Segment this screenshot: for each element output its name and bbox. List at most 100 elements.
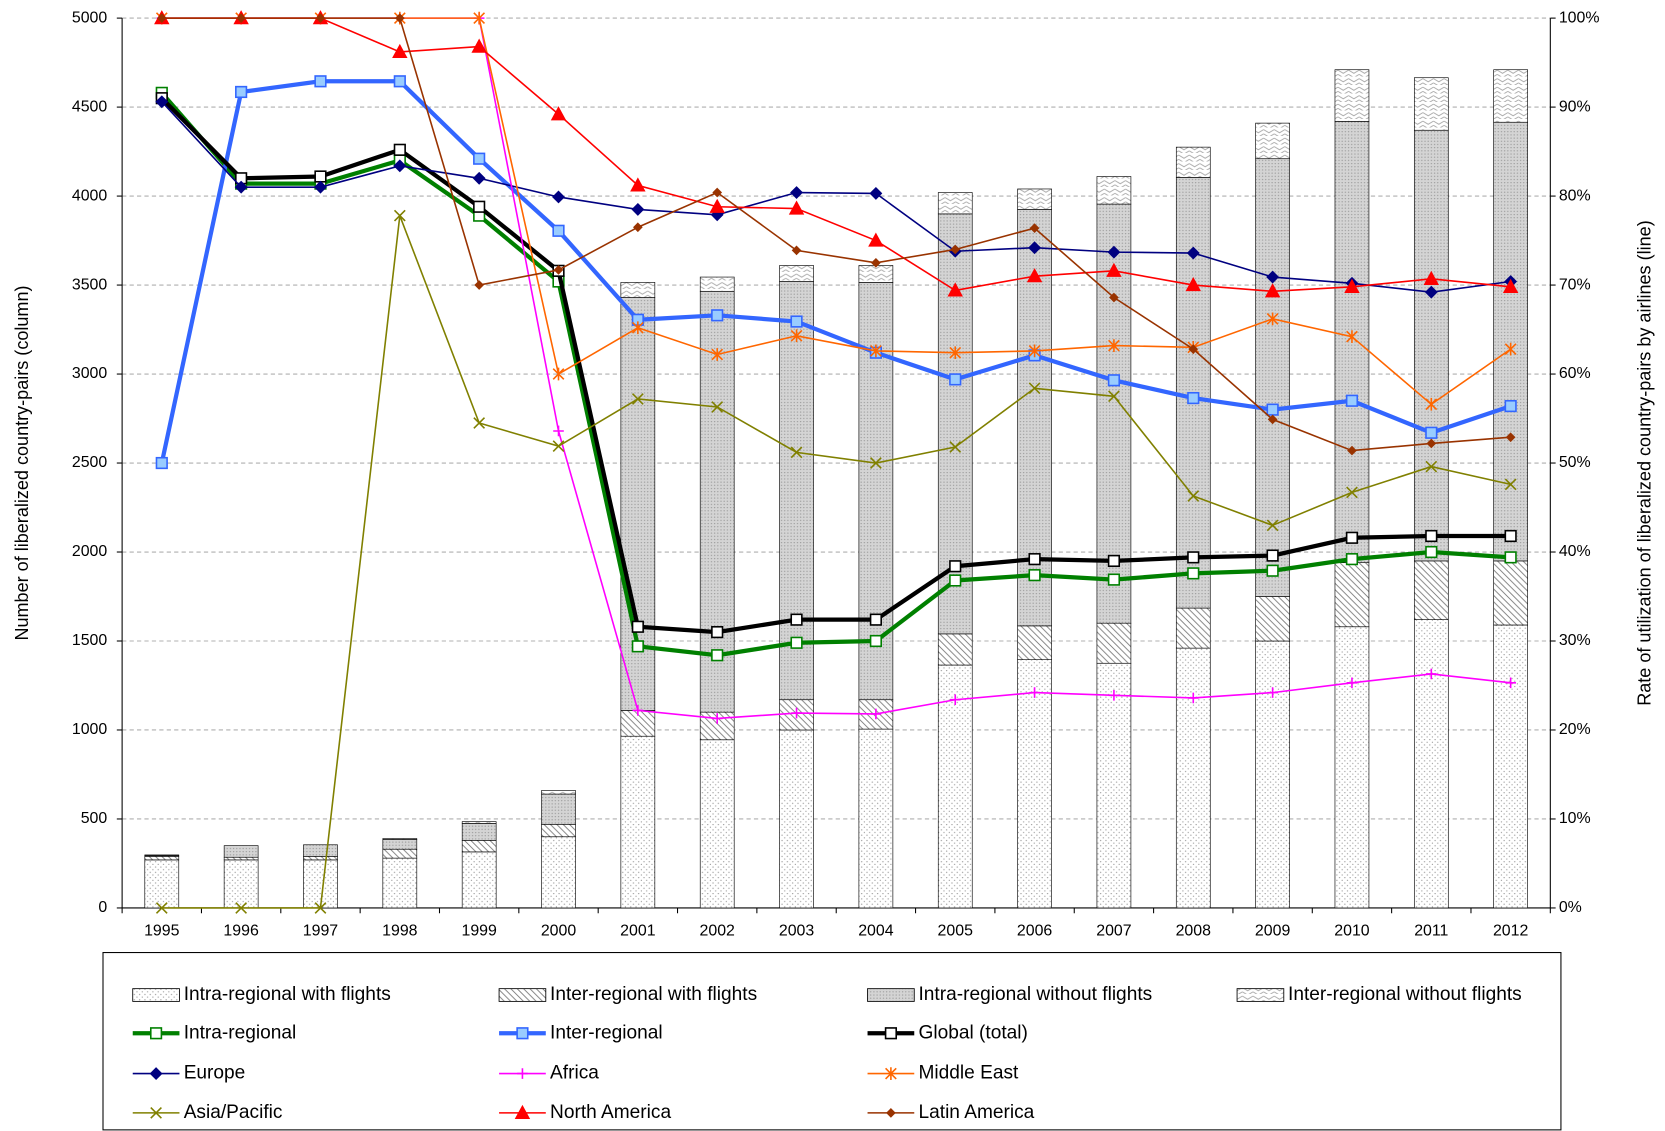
marker	[1425, 529, 1438, 543]
marker	[552, 440, 565, 452]
y-tick-label: 500	[81, 810, 108, 827]
marker	[949, 346, 962, 360]
marker	[631, 321, 644, 335]
marker	[473, 152, 486, 165]
x-tick-label: 2011	[1414, 923, 1448, 940]
marker	[712, 187, 723, 198]
marker	[949, 441, 962, 453]
y2-tick-label: 100%	[1559, 9, 1600, 26]
marker	[631, 620, 644, 633]
bar-segment	[1493, 624, 1528, 909]
marker	[1187, 551, 1200, 564]
bar-segment	[1334, 69, 1370, 122]
bar-segment	[303, 856, 338, 861]
marker	[473, 200, 486, 213]
marker	[1266, 549, 1279, 562]
marker	[1267, 414, 1278, 425]
marker	[473, 11, 486, 25]
marker	[236, 13, 246, 23]
bar-segment	[779, 265, 814, 282]
marker	[1425, 460, 1438, 473]
bar-segment	[699, 276, 735, 292]
y-tick-label: 0	[98, 899, 107, 916]
bar-segment	[1413, 129, 1449, 562]
y-tick-label: 4000	[72, 187, 108, 204]
marker	[1028, 382, 1041, 395]
bar-segment	[1493, 69, 1528, 123]
marker	[1345, 553, 1359, 566]
marker	[1424, 285, 1438, 299]
marker	[1346, 677, 1358, 689]
legend-label: Inter-regional	[550, 1022, 663, 1043]
marker	[235, 85, 248, 99]
bar-segment	[1413, 77, 1449, 131]
marker	[393, 209, 406, 222]
line-series	[161, 17, 1511, 720]
marker	[1264, 283, 1281, 298]
legend-swatch	[867, 988, 915, 1002]
x-tick-label: 2001	[620, 923, 656, 940]
y2-tick-label: 80%	[1559, 187, 1591, 204]
marker	[516, 1027, 529, 1040]
marker	[1345, 531, 1359, 544]
legend-label: Inter-regional with flights	[550, 984, 757, 1005]
marker	[552, 190, 565, 204]
y2-tick-label: 0%	[1559, 899, 1582, 916]
marker	[1185, 277, 1201, 292]
bar-segment	[620, 735, 656, 909]
bar-segment	[1096, 662, 1132, 909]
marker	[791, 707, 802, 719]
marker	[1187, 567, 1200, 580]
marker	[633, 222, 643, 233]
marker	[1187, 692, 1199, 704]
bar-segment	[1413, 560, 1449, 620]
x-tick-label: 1997	[303, 923, 339, 940]
bar-segment	[1493, 121, 1528, 562]
bar-segment	[1334, 626, 1370, 909]
marker	[1266, 270, 1280, 284]
marker	[1267, 687, 1278, 698]
marker	[1107, 374, 1121, 387]
marker	[1028, 553, 1041, 566]
marker	[790, 186, 803, 199]
y2-tick-label: 70%	[1559, 276, 1591, 293]
marker	[1107, 245, 1121, 259]
legend-label: Global (total)	[919, 1022, 1028, 1043]
marker	[514, 1104, 531, 1119]
x-tick-label: 2008	[1176, 923, 1212, 940]
marker	[1266, 564, 1279, 577]
marker	[1029, 687, 1040, 698]
marker	[1029, 223, 1040, 233]
line-series	[161, 215, 1511, 909]
marker	[314, 902, 327, 914]
marker	[1344, 278, 1360, 293]
legend-label: Intra-regional	[184, 1022, 297, 1043]
marker	[790, 636, 803, 649]
marker	[790, 315, 803, 328]
marker	[631, 640, 644, 653]
marker	[1347, 445, 1357, 456]
marker	[553, 265, 564, 275]
bar-segment	[858, 265, 894, 283]
marker	[1425, 397, 1438, 411]
x-tick-label: 2005	[938, 923, 974, 940]
bar-segment	[937, 633, 973, 666]
marker	[471, 38, 487, 53]
marker	[711, 625, 724, 639]
line-series	[161, 17, 1511, 293]
marker	[550, 106, 567, 121]
y2-tick-label: 50%	[1559, 454, 1591, 471]
marker	[473, 417, 486, 429]
marker	[631, 202, 645, 216]
legend-label: Africa	[550, 1063, 599, 1084]
marker	[711, 649, 724, 662]
bar-segment	[382, 848, 418, 859]
marker	[1109, 292, 1119, 303]
bar-segment	[223, 856, 259, 861]
bar-segment	[461, 851, 497, 909]
bar-segment	[382, 839, 418, 850]
marker	[711, 348, 724, 361]
marker	[1028, 344, 1041, 358]
marker	[885, 1067, 897, 1080]
